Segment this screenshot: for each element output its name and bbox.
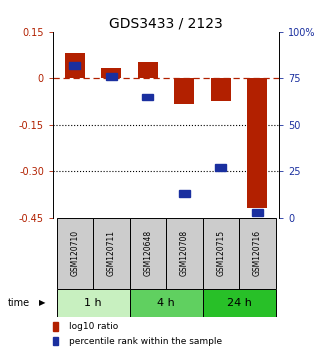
Bar xyxy=(215,164,226,171)
Bar xyxy=(65,53,85,78)
Bar xyxy=(252,209,263,216)
Bar xyxy=(53,322,58,331)
Bar xyxy=(179,190,190,197)
Bar xyxy=(143,93,153,100)
Bar xyxy=(53,337,58,346)
Text: time: time xyxy=(8,298,30,308)
Bar xyxy=(166,218,203,289)
Text: GSM120711: GSM120711 xyxy=(107,230,116,276)
Bar xyxy=(56,289,130,317)
Text: log10 ratio: log10 ratio xyxy=(69,322,118,331)
Text: GSM120716: GSM120716 xyxy=(253,230,262,276)
Text: percentile rank within the sample: percentile rank within the sample xyxy=(69,337,222,346)
Bar xyxy=(138,62,158,78)
Bar xyxy=(69,62,80,69)
Bar xyxy=(130,218,166,289)
Bar xyxy=(203,218,239,289)
Text: GSM120648: GSM120648 xyxy=(143,230,152,276)
Bar xyxy=(106,73,117,80)
Bar xyxy=(93,218,130,289)
Bar xyxy=(174,78,195,104)
Bar xyxy=(211,78,231,101)
Text: 1 h: 1 h xyxy=(84,298,102,308)
Bar xyxy=(203,289,276,317)
Text: ▶: ▶ xyxy=(39,298,45,307)
Bar xyxy=(239,218,276,289)
Text: GSM120715: GSM120715 xyxy=(216,230,225,276)
Bar xyxy=(56,218,93,289)
Text: 4 h: 4 h xyxy=(157,298,175,308)
Text: GSM120710: GSM120710 xyxy=(70,230,79,276)
Text: 24 h: 24 h xyxy=(227,298,252,308)
Title: GDS3433 / 2123: GDS3433 / 2123 xyxy=(109,17,223,31)
Bar xyxy=(247,78,267,209)
Bar xyxy=(101,68,121,78)
Text: GSM120708: GSM120708 xyxy=(180,230,189,276)
Bar xyxy=(130,289,203,317)
